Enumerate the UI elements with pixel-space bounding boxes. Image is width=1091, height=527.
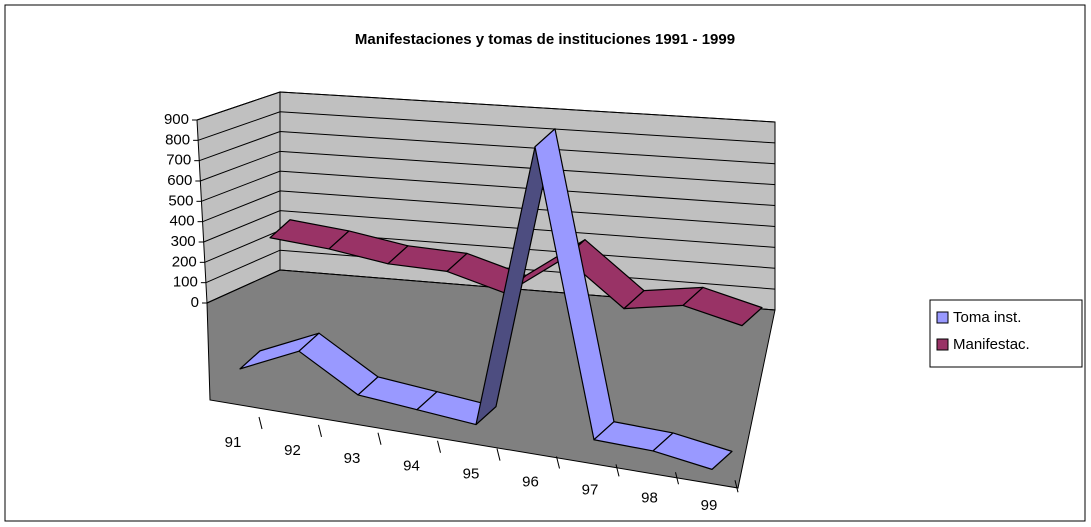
- x-tick-label: 93: [344, 450, 361, 467]
- y-tick-label: 0: [191, 294, 199, 311]
- y-tick-label: 700: [166, 152, 191, 169]
- x-tick-label: 95: [463, 466, 480, 483]
- grid-line: [199, 131, 776, 165]
- legend-label: Toma inst.: [953, 309, 1021, 326]
- x-tick-label: 94: [403, 458, 420, 475]
- grid-line: [196, 91, 776, 123]
- grid: 0 100 200 300 400 500 600 700 800 900 91 92 93 94 95 96…: [164, 91, 776, 514]
- ribbon-segment: [682, 286, 763, 327]
- x-tick: [496, 448, 501, 461]
- y-tick-label: 500: [168, 192, 193, 209]
- legend-swatch: [936, 311, 949, 324]
- x-tick-label: 91: [225, 434, 242, 451]
- grid-line: [203, 210, 776, 248]
- side-wall: [196, 91, 281, 304]
- x-tick-label: 96: [522, 473, 539, 490]
- x-tick-label: 97: [582, 481, 599, 498]
- ribbon-segment: [652, 432, 733, 470]
- legend-swatch: [936, 338, 949, 351]
- legend: [929, 299, 1083, 368]
- legend-label: Manifestac.: [953, 336, 1030, 353]
- grid-line: [197, 111, 776, 144]
- x-tick-label: 99: [701, 497, 718, 514]
- chart-title: Manifestaciones y tomas de instituciones…: [355, 31, 735, 48]
- x-tick-label: 98: [641, 489, 658, 506]
- grid-line: [200, 150, 776, 186]
- x-tick: [734, 480, 739, 493]
- plot: [239, 128, 763, 470]
- y-tick-label: 600: [167, 172, 192, 189]
- x-tick: [318, 424, 322, 438]
- x-tick-label: 92: [284, 442, 301, 459]
- x-tick: [437, 440, 441, 453]
- x-tick: [377, 432, 382, 445]
- y-tick-label: 900: [164, 111, 189, 128]
- y-tick-label: 400: [170, 213, 195, 230]
- y-tick-label: 100: [173, 274, 198, 291]
- y-tick-label: 200: [172, 253, 197, 270]
- y-tick-label: 800: [165, 131, 190, 148]
- grid-line: [202, 190, 776, 227]
- x-tick: [615, 464, 620, 477]
- y-tick-label: 300: [171, 233, 196, 250]
- legend-entries: Toma inst. Manifestac.: [936, 309, 1030, 353]
- x-tick: [556, 456, 560, 469]
- grid-line: [201, 170, 776, 207]
- x-tick: [258, 416, 263, 430]
- x-tick: [675, 472, 679, 485]
